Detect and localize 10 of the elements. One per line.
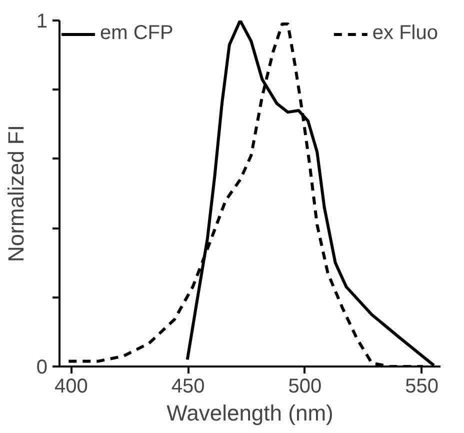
y-tick-label: 0 — [36, 356, 48, 378]
x-tick-label: 450 — [171, 376, 205, 398]
x-tick-label: 400 — [54, 376, 88, 398]
legend-label: em CFP — [100, 22, 174, 45]
x-axis-title: Wavelength (nm) — [166, 400, 334, 426]
x-tick-label: 500 — [288, 376, 322, 398]
x-tick-label: 550 — [405, 376, 438, 398]
y-tick-label: 1 — [36, 10, 48, 32]
legend-label: ex Fluo — [372, 22, 438, 45]
y-axis-title: Normalized FI — [3, 125, 28, 262]
